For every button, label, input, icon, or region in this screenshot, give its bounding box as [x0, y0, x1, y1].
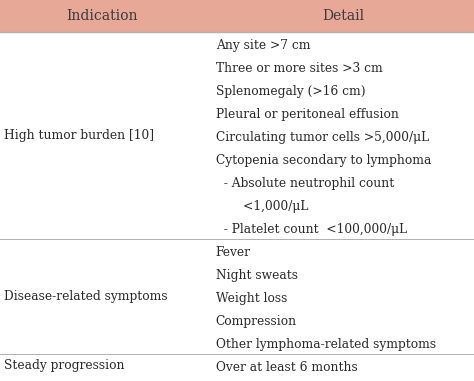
Text: Fever: Fever [216, 246, 251, 259]
Text: - Platelet count  <100,000/μL: - Platelet count <100,000/μL [216, 223, 407, 236]
Text: Pleural or peritoneal effusion: Pleural or peritoneal effusion [216, 108, 399, 121]
Text: Other lymphoma-related symptoms: Other lymphoma-related symptoms [216, 338, 436, 351]
Text: High tumor burden [10]: High tumor burden [10] [4, 129, 154, 142]
Text: - Absolute neutrophil count: - Absolute neutrophil count [216, 177, 394, 190]
Text: Three or more sites >3 cm: Three or more sites >3 cm [216, 62, 383, 75]
FancyBboxPatch shape [0, 0, 474, 32]
Text: Cytopenia secondary to lymphoma: Cytopenia secondary to lymphoma [216, 154, 431, 167]
Text: Detail: Detail [323, 9, 365, 23]
Text: Any site >7 cm: Any site >7 cm [216, 39, 310, 52]
Text: Compression: Compression [216, 315, 297, 328]
Text: Weight loss: Weight loss [216, 292, 287, 305]
Text: Over at least 6 months: Over at least 6 months [216, 361, 357, 374]
Text: Splenomegaly (>16 cm): Splenomegaly (>16 cm) [216, 85, 365, 98]
Text: Steady progression: Steady progression [4, 359, 124, 372]
Text: Disease-related symptoms: Disease-related symptoms [4, 290, 167, 303]
Text: Indication: Indication [66, 9, 137, 23]
Text: Night sweats: Night sweats [216, 269, 298, 282]
Text: Circulating tumor cells >5,000/μL: Circulating tumor cells >5,000/μL [216, 131, 429, 144]
Text: <1,000/μL: <1,000/μL [216, 200, 308, 213]
